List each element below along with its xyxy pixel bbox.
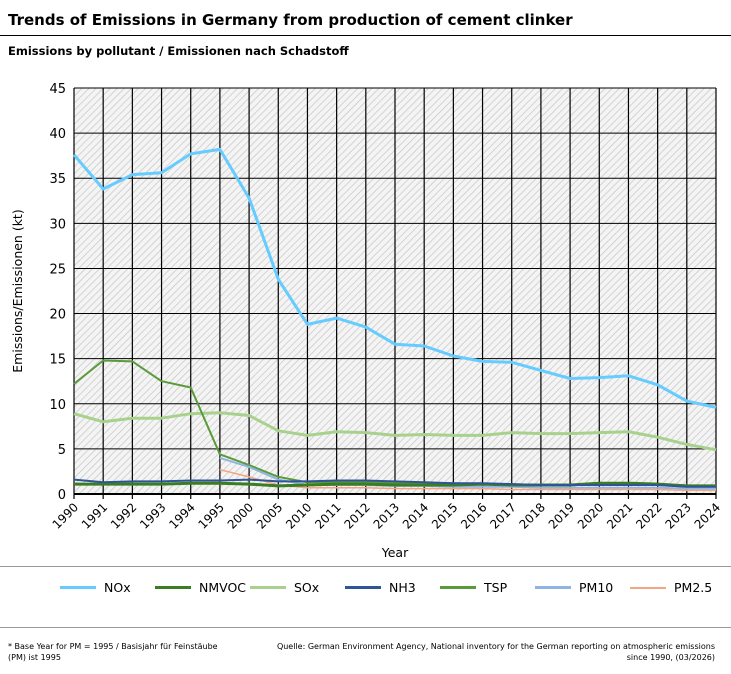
- legend-swatch: [155, 585, 191, 590]
- legend-item: PM10: [535, 580, 630, 595]
- legend-item: NOx: [60, 580, 155, 595]
- series-line-nmvoc: [74, 481, 716, 488]
- legend-label: PM10: [579, 580, 614, 595]
- legend-label: NOx: [104, 580, 131, 595]
- legend-label: NMVOC: [199, 580, 247, 595]
- x-tick-label: 2023: [662, 500, 693, 531]
- x-tick-label: 2010: [283, 500, 314, 531]
- series-line-pm25: [219, 468, 716, 492]
- legend-swatch: [345, 586, 381, 589]
- x-tick-label: 2015: [429, 500, 460, 531]
- y-tick-label: 10: [49, 398, 66, 413]
- footer-divider: [0, 627, 731, 628]
- x-tick-label: 2014: [400, 500, 431, 531]
- legend-label: NH3: [389, 580, 416, 595]
- x-tick-label: 1993: [137, 500, 168, 531]
- x-tick-label: 1992: [108, 500, 139, 531]
- legend-item: PM2.5: [630, 580, 725, 595]
- y-tick-label: 0: [58, 488, 66, 503]
- series-line-nh3: [73, 478, 716, 488]
- legend-item: NMVOC: [155, 580, 250, 595]
- x-tick-label: 2021: [604, 500, 635, 531]
- x-tick-label: 2005: [254, 500, 285, 531]
- legend-label: TSP: [484, 580, 508, 595]
- x-tick-label: 2020: [575, 500, 606, 531]
- title-divider: [0, 35, 731, 36]
- x-tick-label: 2018: [517, 500, 548, 531]
- legend-swatch: [535, 586, 571, 589]
- legend-swatch: [250, 585, 286, 590]
- x-tick-label: 2016: [458, 500, 489, 531]
- source-note: Quelle: German Environment Agency, Natio…: [276, 642, 715, 662]
- x-tick-label: 1990: [50, 500, 81, 531]
- x-tick-label: 2011: [312, 500, 343, 531]
- legend-item: NH3: [345, 580, 440, 595]
- chart-subtitle: Emissions by pollutant / Emissionen nach…: [8, 44, 349, 58]
- legend-label: SOx: [294, 580, 320, 595]
- legend-item: SOx: [250, 580, 345, 595]
- x-tick-label: 2024: [692, 500, 723, 531]
- legend-item: TSP: [440, 580, 535, 595]
- footnote-base-year: * Base Year for PM = 1995 / Basisjahr fü…: [8, 642, 218, 662]
- legend-swatch: [440, 586, 476, 589]
- series-line-nox: [72, 147, 717, 409]
- y-tick-label: 45: [49, 82, 66, 97]
- x-tick-label: 2017: [487, 500, 518, 531]
- x-tick-label: 1995: [196, 500, 227, 531]
- x-tick-label: 2000: [225, 500, 256, 531]
- y-tick-label: 35: [49, 172, 66, 187]
- x-tick-label: 2019: [546, 500, 577, 531]
- y-tick-label: 30: [49, 217, 66, 232]
- chart-title: Trends of Emissions in Germany from prod…: [8, 11, 573, 29]
- legend: NOx NMVOC SOx NH3 TSP PM10 PM2.5: [60, 580, 725, 595]
- y-tick-label: 5: [58, 443, 66, 458]
- x-tick-label: 2022: [633, 500, 664, 531]
- y-axis-title: Emissions/Emissionen (kt): [10, 209, 25, 372]
- x-tick-label: 1994: [166, 500, 197, 531]
- x-tick-label: 1991: [79, 500, 110, 531]
- y-tick-label: 40: [49, 127, 66, 142]
- y-tick-label: 20: [49, 308, 66, 323]
- y-tick-label: 15: [49, 353, 66, 368]
- legend-swatch: [630, 586, 666, 589]
- legend-divider: [0, 566, 731, 567]
- x-axis-title: Year: [381, 545, 409, 560]
- series-line-sox: [73, 411, 717, 452]
- x-tick-label: 2012: [341, 500, 372, 531]
- legend-label: PM2.5: [674, 580, 713, 595]
- x-tick-label: 2013: [371, 500, 402, 531]
- y-tick-label: 25: [49, 262, 66, 277]
- legend-swatch: [60, 585, 96, 590]
